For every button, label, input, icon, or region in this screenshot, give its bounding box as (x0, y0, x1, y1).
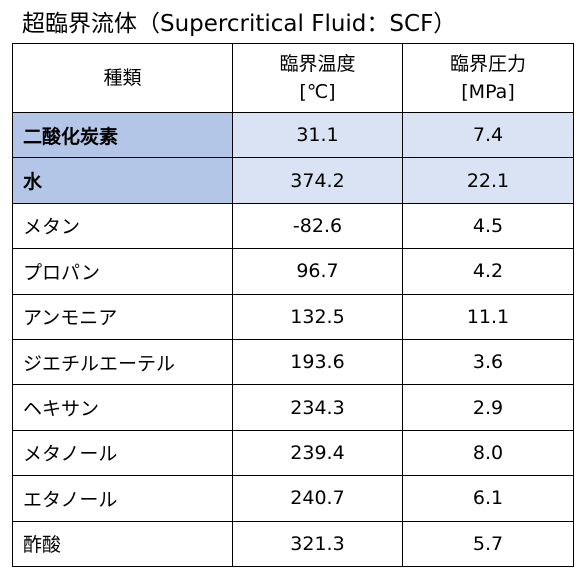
value-cell: 22.1 (402, 157, 574, 204)
value-cell: 193.6 (232, 338, 403, 386)
scf-table: 種類 臨界温度 [℃] 臨界圧力 [MPa] 二酸化炭素 31.1 7.4 水 374.2 22.… (12, 43, 574, 567)
column-header: 種類 (12, 43, 233, 113)
table-row: 水 374.2 22.1 (12, 157, 574, 204)
value-cell: 321.3 (232, 520, 403, 567)
value-cell: 240.7 (232, 475, 403, 522)
value-cell: 6.1 (402, 475, 574, 522)
substance-cell: プロパン (12, 248, 233, 295)
substance-cell: メタノール (12, 429, 233, 477)
table-row: 二酸化炭素 31.1 7.4 (12, 111, 574, 159)
table-row: ヘキサン 234.3 2.9 (12, 384, 574, 431)
table-row: プロパン 96.7 4.2 (12, 248, 574, 295)
value-cell: 96.7 (232, 248, 403, 295)
value-cell: 3.6 (402, 338, 574, 386)
value-cell: 234.3 (232, 384, 403, 431)
column-header: 臨界圧力 [MPa] (402, 43, 574, 113)
table-row: メタノール 239.4 8.0 (12, 429, 574, 477)
table-row: ジエチルエーテル 193.6 3.6 (12, 338, 574, 386)
table-row: メタン -82.6 4.5 (12, 202, 574, 250)
table-row: アンモニア 132.5 11.1 (12, 293, 574, 340)
title: 超臨界流体（Supercritical Fluid：SCF） (22, 11, 457, 37)
value-cell: 11.1 (402, 293, 574, 340)
value-cell: 374.2 (232, 157, 403, 204)
value-cell: 4.5 (402, 202, 574, 250)
substance-cell: エタノール (12, 475, 233, 522)
header-row: 種類 臨界温度 [℃] 臨界圧力 [MPa] (12, 43, 574, 113)
substance-cell: ジエチルエーテル (12, 338, 233, 386)
value-cell: 2.9 (402, 384, 574, 431)
substance-cell: 酢酸 (12, 520, 233, 567)
header-line: 臨界圧力 (449, 53, 526, 75)
table-row: エタノール 240.7 6.1 (12, 475, 574, 522)
substance-cell: ヘキサン (12, 384, 233, 431)
value-cell: 4.2 (402, 248, 574, 295)
header-line: 臨界温度 (279, 53, 356, 75)
substance-cell: アンモニア (12, 293, 233, 340)
substance-cell: 二酸化炭素 (12, 111, 233, 159)
header-line: [℃] (299, 81, 336, 103)
column-header: 臨界温度 [℃] (232, 43, 403, 113)
header-line: [MPa] (461, 81, 515, 103)
substance-cell: メタン (12, 202, 233, 250)
value-cell: -82.6 (232, 202, 403, 250)
value-cell: 239.4 (232, 429, 403, 477)
value-cell: 132.5 (232, 293, 403, 340)
table-row: 酢酸 321.3 5.7 (12, 520, 574, 567)
value-cell: 5.7 (402, 520, 574, 567)
value-cell: 8.0 (402, 429, 574, 477)
header-line: 種類 (103, 67, 142, 89)
table-body: 二酸化炭素 31.1 7.4 水 374.2 22.1 メタン -82.6 4.5 プロパン 96.… (12, 111, 574, 567)
value-cell: 7.4 (402, 111, 574, 159)
substance-cell: 水 (12, 157, 233, 204)
value-cell: 31.1 (232, 111, 403, 159)
